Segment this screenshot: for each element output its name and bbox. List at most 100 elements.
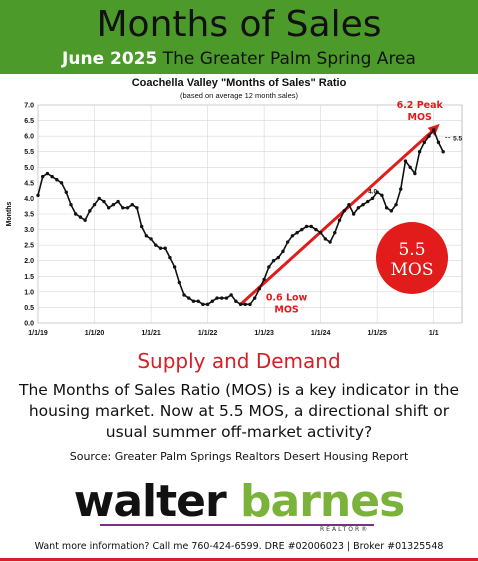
y-tick-label: 4.5 bbox=[24, 180, 34, 187]
mos-data-point bbox=[55, 178, 59, 182]
mos-data-point bbox=[436, 140, 441, 145]
mos-data-point bbox=[229, 293, 233, 297]
x-tick-label: 1/1/23 bbox=[254, 330, 274, 337]
mos-data-point bbox=[144, 234, 149, 238]
mos-data-point bbox=[83, 218, 87, 222]
mos-data-point bbox=[427, 134, 431, 138]
mos-data-point bbox=[149, 237, 153, 241]
mos-data-point bbox=[285, 240, 290, 244]
y-tick-label: 1.5 bbox=[24, 274, 34, 281]
report-date: June 2025 bbox=[62, 49, 158, 69]
mos-data-point bbox=[337, 218, 342, 222]
header-banner: Months of Sales June 2025 The Greater Pa… bbox=[0, 0, 478, 74]
mos-data-point bbox=[201, 302, 205, 307]
y-tick-label: 3.0 bbox=[24, 227, 34, 234]
low-annotation: 0.6 Low MOS bbox=[266, 292, 308, 315]
mos-data-point bbox=[102, 199, 106, 204]
mos-data-point bbox=[69, 202, 73, 207]
trend-arrow-line bbox=[239, 128, 435, 306]
mos-data-point bbox=[347, 202, 351, 207]
peak-annotation: 6.2 Peak MOS bbox=[397, 100, 444, 123]
chart-title: Coachella Valley "Months of Sales" Ratio bbox=[131, 77, 347, 89]
mos-data-point bbox=[281, 249, 285, 254]
mos-data-point bbox=[342, 209, 346, 213]
current-value-label: 5.5 bbox=[453, 136, 462, 143]
y-axis-label: Months bbox=[6, 201, 13, 226]
mos-data-point bbox=[234, 299, 238, 303]
mos-data-point bbox=[422, 140, 427, 145]
y-tick-label: 6.0 bbox=[24, 134, 34, 141]
mos-data-point bbox=[187, 296, 191, 300]
mos-data-point bbox=[370, 196, 375, 201]
x-tick-label: 1/1/21 bbox=[141, 330, 161, 337]
y-tick-label: 4.0 bbox=[24, 196, 34, 203]
section-body: The Months of Sales Ratio (MOS) is a key… bbox=[19, 381, 459, 441]
source-note: Source: Greater Palm Springs Realtors De… bbox=[69, 450, 409, 463]
mos-data-point bbox=[88, 209, 92, 213]
mos-data-point bbox=[191, 299, 196, 303]
logo-last-name: barnes bbox=[240, 476, 405, 527]
mos-data-point bbox=[314, 227, 318, 232]
mos-data-point bbox=[163, 246, 167, 250]
mos-data-point bbox=[441, 150, 445, 154]
x-tick-label: 1/1 bbox=[429, 330, 439, 337]
contact-footer: Want more information? Call me 760-424-6… bbox=[34, 541, 444, 552]
mos-data-point bbox=[135, 206, 139, 210]
section-heading: Supply and Demand bbox=[137, 349, 341, 373]
mos-data-point bbox=[36, 193, 40, 198]
bottom-border bbox=[0, 558, 478, 561]
mos-data-point bbox=[64, 190, 68, 194]
header-subtitle: June 2025 The Greater Palm Spring Area bbox=[0, 48, 478, 70]
mos-data-point bbox=[253, 296, 257, 300]
y-tick-label: 5.5 bbox=[24, 149, 34, 156]
mos-data-point bbox=[276, 255, 280, 260]
mos-data-point bbox=[97, 196, 101, 201]
x-tick-label: 1/1/19 bbox=[28, 330, 48, 337]
mos-data-point bbox=[168, 255, 172, 260]
mos-data-point bbox=[304, 224, 309, 229]
mos-data-point bbox=[295, 230, 299, 235]
mos-data-point bbox=[243, 302, 247, 307]
mos-line-chart: 0.0 0.5 1.0 1.5 2.0 2.5 3.0 3.5 4.0 4.5 5.0 5.5 6.0 6… bbox=[6, 100, 463, 337]
mos-data-point bbox=[92, 202, 97, 207]
mos-data-point bbox=[267, 265, 271, 269]
mos-data-point bbox=[408, 165, 412, 169]
mos-data-point bbox=[262, 277, 266, 282]
y-tick-label: 2.0 bbox=[24, 258, 34, 265]
mos-data-point bbox=[41, 174, 45, 179]
mos-data-point bbox=[333, 230, 337, 235]
mos-data-point bbox=[361, 202, 365, 207]
mos-data-point bbox=[154, 243, 158, 247]
mos-data-point bbox=[366, 199, 370, 204]
mos-data-point bbox=[106, 206, 111, 210]
mos-data-point bbox=[116, 199, 120, 204]
y-tick-label: 1.0 bbox=[24, 289, 34, 296]
x-tick-label: 1/1/24 bbox=[311, 330, 331, 337]
mos-data-point bbox=[224, 296, 229, 300]
mos-data-point bbox=[78, 215, 83, 219]
badge-unit: MOS bbox=[391, 260, 434, 280]
mos-data-point bbox=[356, 206, 361, 210]
mos-data-point bbox=[300, 227, 304, 232]
mos-data-point bbox=[413, 171, 417, 176]
mos-data-point bbox=[380, 193, 384, 198]
mos-data-point bbox=[50, 174, 54, 179]
mos-data-point bbox=[238, 302, 243, 307]
mos-data-point bbox=[205, 302, 210, 307]
x-tick-label: 1/1/22 bbox=[198, 330, 218, 337]
logo-underline bbox=[100, 524, 374, 526]
mos-data-point bbox=[403, 159, 408, 163]
mos-data-point bbox=[323, 237, 328, 241]
mos-data-point bbox=[384, 206, 389, 210]
mos-data-point bbox=[139, 224, 144, 229]
mos-data-point bbox=[130, 202, 134, 207]
logo-tagline: REALTOR® bbox=[320, 526, 370, 533]
mos-data-point bbox=[290, 234, 295, 238]
mos-data-point bbox=[172, 265, 177, 269]
chart-subtitle: (based on average 12 month sales) bbox=[180, 91, 298, 100]
mos-data-point bbox=[432, 128, 436, 132]
mos-data-point bbox=[389, 209, 394, 213]
area-name: The Greater Palm Spring Area bbox=[162, 49, 416, 69]
y-tick-label: 3.5 bbox=[24, 212, 34, 219]
mos-data-point bbox=[215, 296, 219, 300]
